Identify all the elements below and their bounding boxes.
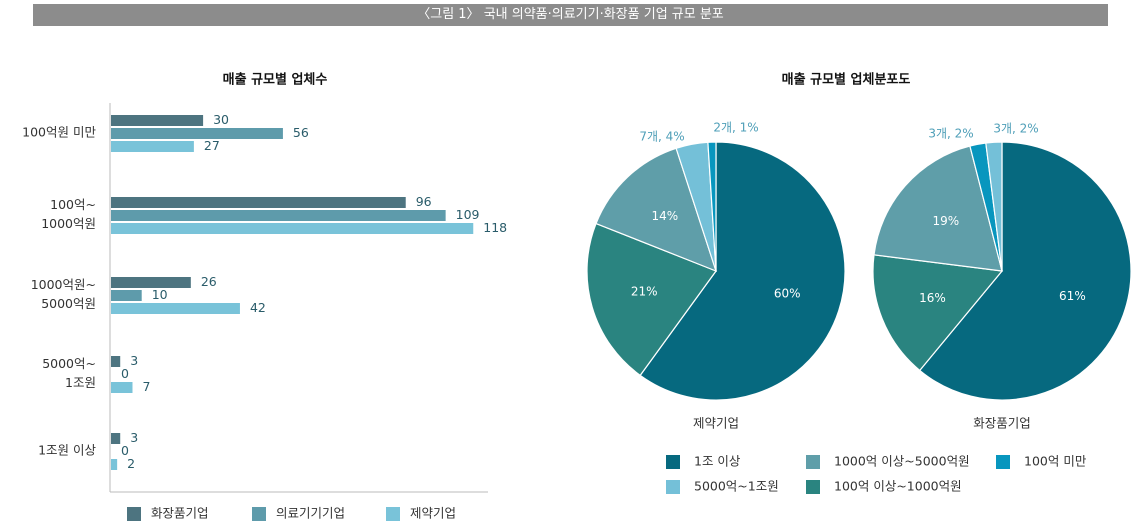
legend-label: 의료기기기업 xyxy=(276,506,345,521)
bar xyxy=(111,277,191,288)
pie-slice xyxy=(985,141,1003,272)
pie-slice-label: 61% xyxy=(1059,289,1086,303)
bar-value-label: 10 xyxy=(152,287,168,302)
bar-value-label: 96 xyxy=(416,194,432,209)
bar xyxy=(111,356,121,367)
bar xyxy=(111,433,121,444)
pie-slice-label: 14% xyxy=(651,209,678,223)
pie-slice xyxy=(707,141,717,272)
legend-label: 5000억~1조원 xyxy=(694,479,779,494)
pie-slice-label: 60% xyxy=(774,287,801,301)
legend-label: 1000억 이상~5000억원 xyxy=(834,454,970,469)
bar-value-label: 56 xyxy=(293,125,309,140)
legend-swatch xyxy=(666,455,680,469)
legend-label: 100억 이상~1000억원 xyxy=(834,479,962,494)
legend-swatch xyxy=(806,455,820,469)
pie-slice-label: 16% xyxy=(919,291,946,305)
bar xyxy=(111,128,283,139)
bar-value-label: 3 xyxy=(130,353,138,368)
pie-slice-label: 3개, 2% xyxy=(993,122,1038,136)
bar xyxy=(111,459,118,470)
pie-slice-label: 19% xyxy=(933,214,960,228)
bar-value-label: 0 xyxy=(121,443,129,458)
category-label: 1000억원 xyxy=(41,216,96,231)
figure-header: 〈그림 1〉 국내 의약품·의료기기·화장품 기업 규모 분포 xyxy=(33,4,1108,26)
bar-value-label: 109 xyxy=(456,207,480,222)
bar xyxy=(111,141,194,152)
pie-slice-label: 7개, 4% xyxy=(639,130,684,144)
bar xyxy=(111,210,446,221)
bar-value-label: 26 xyxy=(201,274,217,289)
category-label: 5000억원 xyxy=(41,296,96,311)
legend-swatch xyxy=(386,507,400,521)
pie-slice xyxy=(586,222,717,377)
legend-swatch xyxy=(996,455,1010,469)
pie-slice-label: 2개, 1% xyxy=(713,121,758,135)
category-label: 100억원 미만 xyxy=(22,125,96,140)
category-label: 1조원 xyxy=(65,375,96,390)
pie-slice xyxy=(873,145,1003,272)
bar xyxy=(111,382,133,393)
pie-name-label: 화장품기업 xyxy=(973,416,1031,431)
pie-name-label: 제약기업 xyxy=(693,416,739,431)
pie-chart-title: 매출 규모별 업체분포도 xyxy=(782,72,911,88)
bar-value-label: 118 xyxy=(483,220,507,235)
pie-slice-label: 21% xyxy=(631,284,658,298)
bar xyxy=(111,197,406,208)
category-label: 5000억~ xyxy=(42,356,96,371)
bar-value-label: 3 xyxy=(130,430,138,445)
pie-slice xyxy=(918,141,1132,401)
category-label: 100억~ xyxy=(50,197,96,212)
bar xyxy=(111,290,142,301)
category-label: 1000억원~ xyxy=(31,277,96,292)
bar-value-label: 0 xyxy=(121,366,129,381)
bar xyxy=(111,115,204,126)
bar-value-label: 42 xyxy=(250,300,266,315)
legend-swatch xyxy=(252,507,266,521)
bar xyxy=(111,303,240,314)
legend-swatch xyxy=(806,480,820,494)
legend-label: 1조 이상 xyxy=(694,454,741,469)
legend-label: 화장품기업 xyxy=(151,506,209,521)
legend-label: 100억 미만 xyxy=(1024,454,1087,469)
pie-slice-label: 3개, 2% xyxy=(928,127,973,141)
category-label: 1조원 이상 xyxy=(38,443,96,458)
bar-value-label: 2 xyxy=(127,456,135,471)
pie-slice xyxy=(872,254,1004,372)
legend-label: 제약기업 xyxy=(410,506,456,521)
bar-value-label: 7 xyxy=(142,379,150,394)
bar-chart-title: 매출 규모별 업체수 xyxy=(223,72,328,88)
bar-value-label: 27 xyxy=(204,138,220,153)
pie-slice xyxy=(639,141,846,401)
legend-swatch xyxy=(666,480,680,494)
bar xyxy=(111,223,474,234)
legend-swatch xyxy=(127,507,141,521)
bar-value-label: 30 xyxy=(213,112,229,127)
